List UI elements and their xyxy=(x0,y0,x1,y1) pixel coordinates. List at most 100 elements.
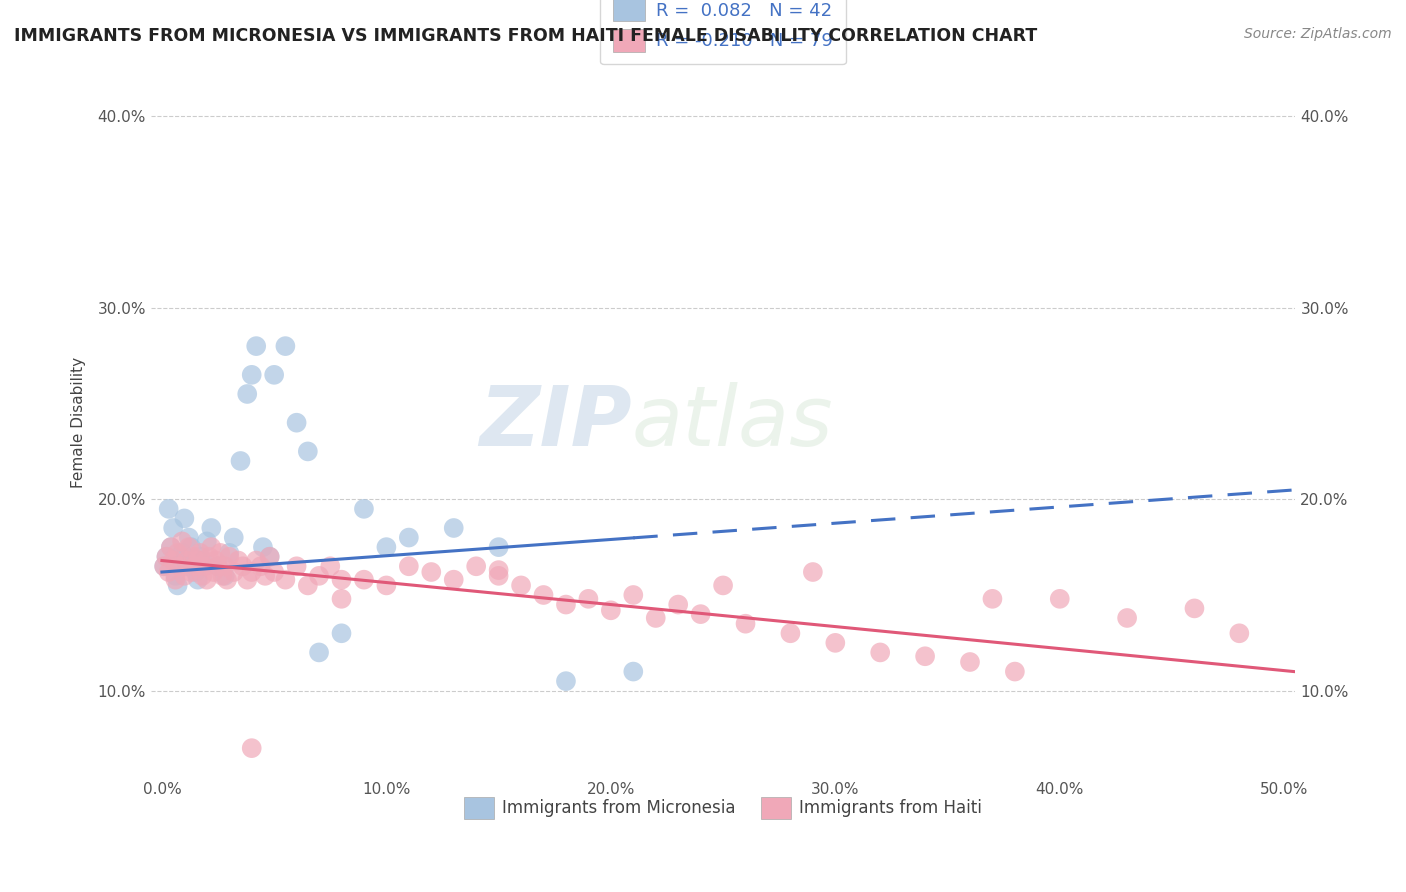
Point xyxy=(914,649,936,664)
Point xyxy=(689,607,711,621)
Point xyxy=(222,531,245,545)
Point xyxy=(236,573,259,587)
Point xyxy=(169,559,191,574)
Point xyxy=(398,559,420,574)
Point xyxy=(1184,601,1206,615)
Point xyxy=(285,559,308,574)
Point xyxy=(187,573,209,587)
Point xyxy=(621,665,644,679)
Point xyxy=(1049,591,1071,606)
Point xyxy=(157,565,180,579)
Point xyxy=(211,569,233,583)
Point xyxy=(153,559,176,574)
Point xyxy=(202,565,225,579)
Point xyxy=(259,549,281,564)
Point xyxy=(215,573,238,587)
Point xyxy=(375,540,398,554)
Point xyxy=(166,578,188,592)
Point xyxy=(274,339,297,353)
Point xyxy=(157,501,180,516)
Point xyxy=(398,531,420,545)
Point xyxy=(297,578,319,592)
Point xyxy=(160,540,183,554)
Point xyxy=(510,578,533,592)
Point xyxy=(177,531,200,545)
Point xyxy=(162,521,184,535)
Point xyxy=(166,546,188,560)
Text: IMMIGRANTS FROM MICRONESIA VS IMMIGRANTS FROM HAITI FEMALE DISABILITY CORRELATIO: IMMIGRANTS FROM MICRONESIA VS IMMIGRANTS… xyxy=(14,27,1038,45)
Point xyxy=(209,546,232,560)
Point xyxy=(555,598,578,612)
Point xyxy=(155,549,177,564)
Point xyxy=(263,565,285,579)
Point xyxy=(226,553,249,567)
Point xyxy=(229,454,252,468)
Point xyxy=(297,444,319,458)
Point xyxy=(195,534,218,549)
Point xyxy=(214,559,236,574)
Point xyxy=(263,368,285,382)
Point xyxy=(330,591,353,606)
Point xyxy=(959,655,981,669)
Point xyxy=(236,387,259,401)
Point xyxy=(191,569,214,583)
Point xyxy=(187,553,209,567)
Point xyxy=(240,368,263,382)
Point xyxy=(330,573,353,587)
Point xyxy=(194,559,217,574)
Point xyxy=(207,559,229,574)
Text: Source: ZipAtlas.com: Source: ZipAtlas.com xyxy=(1244,27,1392,41)
Point xyxy=(533,588,555,602)
Point xyxy=(214,569,236,583)
Point xyxy=(176,553,198,567)
Point xyxy=(274,573,297,587)
Point xyxy=(204,553,226,567)
Point xyxy=(240,565,263,579)
Point xyxy=(734,616,756,631)
Point xyxy=(869,645,891,659)
Point xyxy=(184,559,207,574)
Text: ZIP: ZIP xyxy=(479,382,631,463)
Point xyxy=(599,603,621,617)
Point xyxy=(245,553,267,567)
Point xyxy=(162,553,184,567)
Point xyxy=(218,546,240,560)
Point xyxy=(420,565,443,579)
Point xyxy=(981,591,1004,606)
Point xyxy=(488,569,510,583)
Point xyxy=(465,559,488,574)
Point xyxy=(443,573,465,587)
Point xyxy=(249,559,271,574)
Point xyxy=(191,553,214,567)
Point xyxy=(555,674,578,689)
Point xyxy=(240,741,263,756)
Point xyxy=(188,546,211,560)
Point xyxy=(200,521,222,535)
Point xyxy=(173,569,195,583)
Point xyxy=(176,559,198,574)
Point xyxy=(188,549,211,564)
Point xyxy=(177,540,200,554)
Point xyxy=(488,563,510,577)
Legend: Immigrants from Micronesia, Immigrants from Haiti: Immigrants from Micronesia, Immigrants f… xyxy=(457,790,988,825)
Point xyxy=(160,540,183,554)
Point xyxy=(1004,665,1026,679)
Point xyxy=(711,578,734,592)
Point xyxy=(824,636,846,650)
Point xyxy=(172,546,194,560)
Point xyxy=(319,559,342,574)
Point xyxy=(183,549,205,564)
Text: atlas: atlas xyxy=(631,382,834,463)
Point xyxy=(198,549,221,564)
Point xyxy=(285,416,308,430)
Point xyxy=(218,549,240,564)
Y-axis label: Female Disability: Female Disability xyxy=(72,357,86,488)
Point xyxy=(172,534,194,549)
Point xyxy=(644,611,666,625)
Point xyxy=(308,569,330,583)
Point xyxy=(153,559,176,574)
Point xyxy=(184,565,207,579)
Point xyxy=(155,549,177,564)
Point xyxy=(779,626,801,640)
Point xyxy=(222,565,245,579)
